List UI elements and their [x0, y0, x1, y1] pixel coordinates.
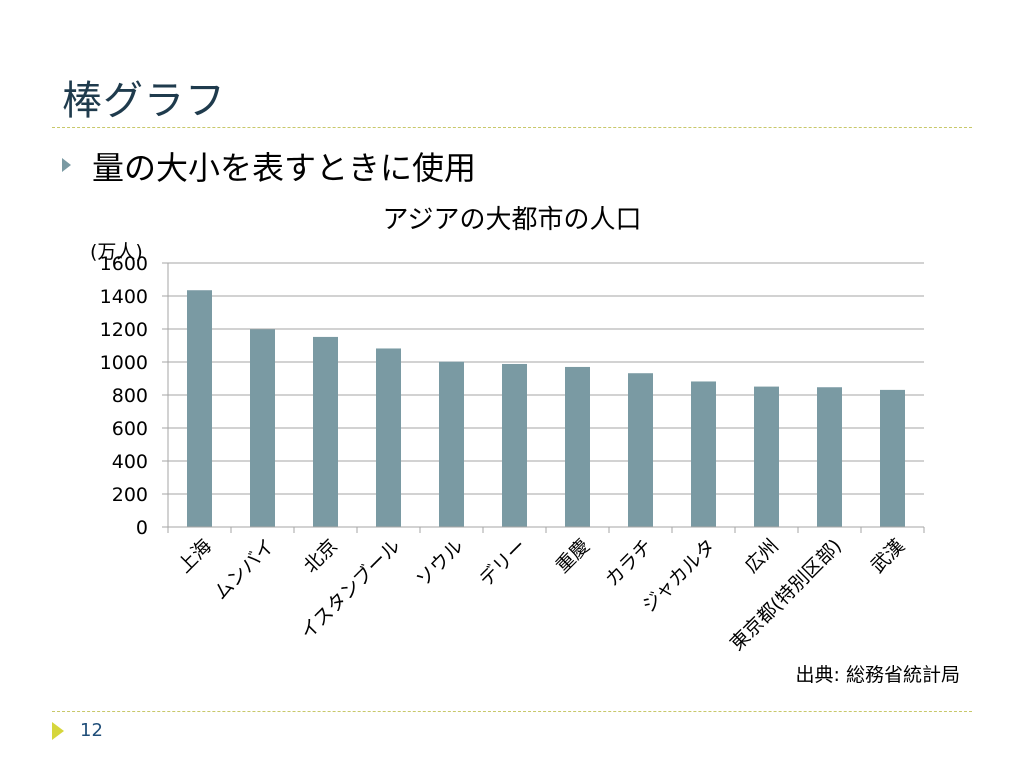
footer-divider: [52, 711, 972, 712]
y-tick-label: 600: [112, 418, 148, 440]
page-number: 12: [80, 720, 103, 741]
y-tick-label: 200: [112, 484, 148, 506]
bar-重慶: [565, 366, 590, 527]
slide-title: 棒グラフ: [62, 78, 226, 124]
y-axis-label: (万人): [90, 241, 143, 263]
x-tick-label: 重慶: [552, 535, 594, 577]
title-divider: [52, 127, 972, 128]
y-tick-label: 800: [112, 385, 148, 407]
bar-カラチ: [628, 373, 653, 527]
x-tick-label: ムンバイ: [210, 535, 279, 604]
chart-title: アジアの大都市の人口: [383, 205, 642, 235]
y-tick-label: 400: [112, 451, 148, 473]
source-note: 出典: 総務省統計局: [795, 664, 960, 686]
y-tick-label: 1600: [100, 253, 148, 275]
y-tick-label: 0: [136, 517, 148, 539]
x-tick-label: デリー: [475, 535, 531, 591]
bar-武漢: [880, 389, 905, 527]
y-tick-label: 1200: [100, 319, 148, 341]
x-tick-label: カラチ: [601, 535, 657, 591]
x-tick-label: 北京: [300, 535, 342, 577]
bar-ジャカルタ: [691, 381, 716, 527]
x-tick-label: ソウル: [412, 535, 468, 591]
x-tick-label: 上海: [174, 535, 216, 577]
bar-広州: [754, 386, 779, 527]
x-tick-label: 広州: [741, 535, 783, 577]
bar-ソウル: [439, 361, 464, 527]
bar-ムンバイ: [250, 329, 275, 527]
bar-デリー: [502, 363, 527, 527]
bar-上海: [187, 290, 212, 527]
bullet-text: 量の大小を表すときに使用: [92, 149, 477, 187]
y-tick-label: 1400: [100, 286, 148, 308]
x-tick-label: 武漢: [867, 535, 909, 577]
triangle-bullet-icon: [62, 158, 71, 172]
triangle-footer-icon: [52, 722, 64, 740]
bar-イスタンブール: [376, 348, 401, 527]
y-tick-label: 1000: [100, 352, 148, 374]
bar-東京都(特別区部): [817, 387, 842, 527]
bar-北京: [313, 336, 338, 527]
x-tick-label: 東京都(特別区部): [726, 535, 846, 655]
